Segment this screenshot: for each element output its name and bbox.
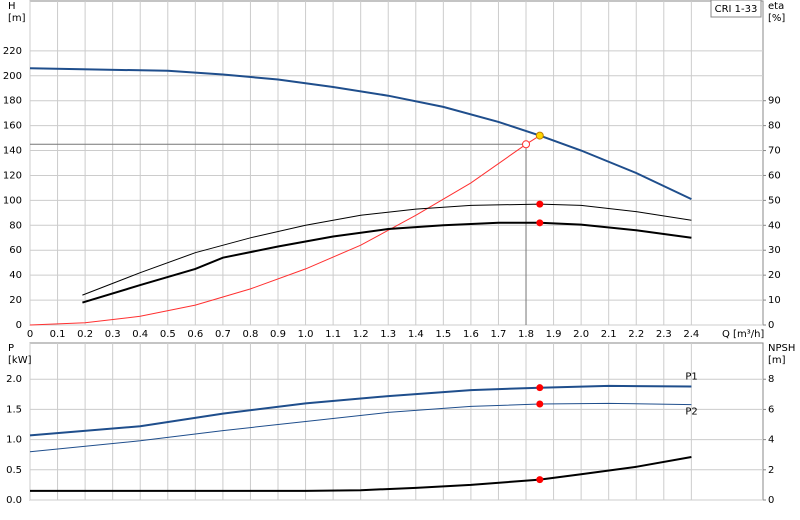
x-tick-label: 0.7: [215, 329, 231, 340]
product-label-box: [710, 0, 762, 18]
x-tick-label: 1.6: [463, 329, 479, 340]
y2-tick-label: 30: [768, 245, 781, 256]
y-tick-label: 60: [9, 245, 22, 256]
y2-tick-label: 70: [768, 146, 781, 157]
x-tick-label: 1.1: [325, 329, 341, 340]
y2-axis-label: NPSH: [768, 343, 795, 354]
y2-tick-label: 90: [768, 96, 781, 107]
y2-tick-label: 40: [768, 220, 781, 231]
operating-point: [536, 219, 544, 227]
series-label: P1: [685, 371, 697, 382]
y-tick-label: 1.0: [6, 435, 22, 446]
y-tick-label: 1.5: [6, 404, 22, 415]
y-tick-label: 100: [3, 195, 22, 206]
x-tick-label: 1.4: [408, 329, 424, 340]
series-label: P2: [685, 407, 697, 418]
x-tick-label: 2.1: [601, 329, 617, 340]
y2-tick-label: 2: [768, 465, 774, 476]
y2-axis-label: eta: [768, 1, 784, 12]
x-tick-label: 0.5: [160, 329, 176, 340]
y-tick-label: 0: [16, 320, 22, 331]
curve: [29, 384, 692, 437]
y-tick-label: 160: [3, 121, 22, 132]
y2-tick-label: 6: [768, 404, 774, 415]
curve: [82, 221, 692, 304]
x-tick-label: 1.0: [298, 329, 314, 340]
y-tick-label: 180: [3, 96, 22, 107]
y-tick-label: 2.0: [6, 374, 22, 385]
y2-tick-label: 80: [768, 121, 781, 132]
y2-tick-label: 4: [768, 435, 774, 446]
operating-point: [522, 140, 531, 149]
curve: [29, 135, 541, 326]
x-tick-label: 2.0: [573, 329, 589, 340]
y-tick-label: 220: [3, 46, 22, 57]
x-tick-label: 1.2: [353, 329, 369, 340]
x-tick-label: 0.4: [132, 329, 148, 340]
operating-point: [536, 200, 544, 208]
y2-tick-label: 8: [768, 374, 774, 385]
y2-axis-label: [m]: [768, 355, 786, 366]
x-tick-label: 0.6: [187, 329, 203, 340]
operating-point: [535, 131, 544, 140]
y2-tick-label: 60: [768, 170, 781, 181]
x-tick-label: 0.8: [242, 329, 258, 340]
operating-point: [536, 384, 544, 392]
y-tick-label: 0.5: [6, 465, 22, 476]
curve: [29, 67, 692, 201]
x-tick-label: 0.3: [105, 329, 121, 340]
y-axis-label: [kW]: [8, 355, 32, 366]
y-tick-label: 140: [3, 146, 22, 157]
y2-tick-label: 0: [768, 495, 774, 506]
y2-tick-label: 50: [768, 195, 781, 206]
x-tick-label: 1.7: [491, 329, 507, 340]
x-tick-label: 1.9: [546, 329, 562, 340]
y2-axis-label: [%]: [768, 13, 785, 24]
y2-tick-label: 0: [768, 320, 774, 331]
y-tick-label: 200: [3, 71, 22, 82]
x-tick-label: 1.5: [435, 329, 451, 340]
curve: [82, 203, 692, 296]
curve: [30, 456, 692, 492]
y-tick-label: 20: [9, 295, 22, 306]
y-tick-label: 0.0: [6, 495, 22, 506]
y2-tick-label: 20: [768, 270, 781, 281]
x-tick-label: 0.9: [270, 329, 286, 340]
product-label: CRI 1-33: [715, 4, 758, 15]
operating-point: [536, 400, 544, 408]
x-tick-label: 2.2: [628, 329, 644, 340]
y-tick-label: 120: [3, 170, 22, 181]
y-tick-label: 40: [9, 270, 22, 281]
x-tick-label: 0.2: [77, 329, 93, 340]
curve: [29, 402, 692, 453]
x-tick-label: 1.8: [518, 329, 534, 340]
x-axis-label: Q [m³/h]: [722, 329, 764, 340]
x-tick-label: 2.3: [656, 329, 672, 340]
y-axis-label: [m]: [8, 13, 26, 24]
y2-tick-label: 10: [768, 295, 781, 306]
x-tick-label: 0.1: [50, 329, 66, 340]
x-tick-label: 1.3: [380, 329, 396, 340]
y-axis-label: P: [8, 343, 14, 354]
plot-area: [29, 342, 764, 501]
operating-point: [536, 476, 544, 484]
y-tick-label: 80: [9, 220, 22, 231]
x-tick-label: 2.4: [683, 329, 699, 340]
x-tick-label: 0: [27, 329, 33, 340]
y-axis-label: H: [8, 1, 16, 12]
plot-area: [29, 0, 764, 326]
